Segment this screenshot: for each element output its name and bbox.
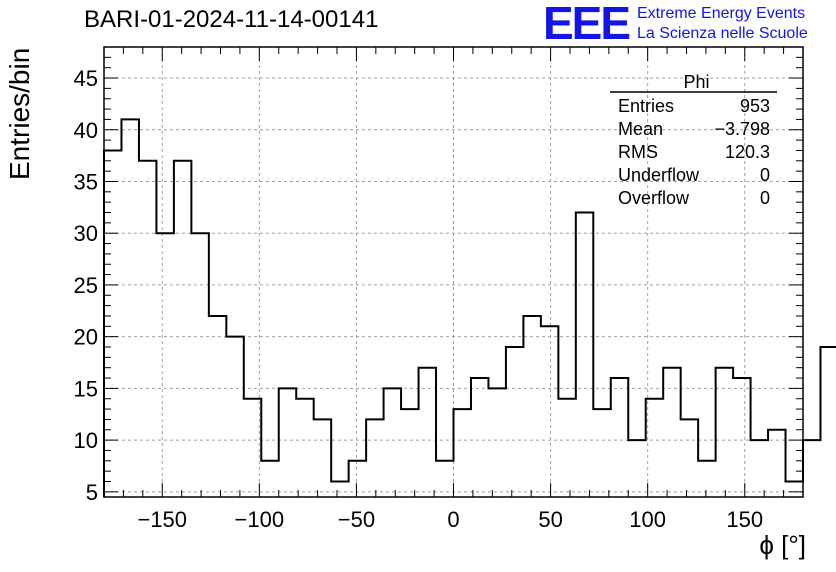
- histogram-bin: [296, 399, 313, 497]
- stats-row-label: Mean: [618, 119, 663, 139]
- stats-row-value: 0: [760, 165, 770, 185]
- chart-title: BARI-01-2024-11-14-00141: [84, 6, 379, 33]
- histogram-bin: [349, 461, 366, 497]
- stats-box-title: Phi: [683, 72, 709, 92]
- histogram-bin: [436, 461, 453, 497]
- histogram-line: [103, 118, 836, 497]
- histogram-bin: [471, 378, 488, 497]
- histogram-bin: [401, 409, 418, 497]
- histogram-bin: [820, 347, 836, 497]
- histogram-bin: [121, 119, 138, 497]
- histogram-bin: [366, 419, 383, 497]
- x-tick-label: −100: [235, 507, 285, 532]
- stats-row-value: −3.798: [714, 119, 770, 139]
- y-tick-label: 35: [74, 169, 98, 194]
- stats-row-value: 120.3: [725, 142, 770, 162]
- histogram-bin: [786, 481, 803, 497]
- x-tick-label: −50: [338, 507, 375, 532]
- eee-logo-mark: EEE: [543, 0, 631, 49]
- histogram-bin: [209, 316, 226, 497]
- logo-line-2: La Scienza nelle Scuole: [637, 25, 808, 42]
- histogram-bin: [419, 368, 436, 497]
- histogram-bin: [488, 388, 505, 497]
- histogram-bin: [576, 213, 593, 497]
- histogram-bin: [751, 440, 768, 497]
- y-tick-label: 5: [86, 480, 98, 505]
- x-tick-label: −150: [137, 507, 187, 532]
- histogram-bin: [733, 378, 750, 497]
- stats-row-value: 0: [760, 188, 770, 208]
- histogram-bin: [261, 461, 278, 497]
- histogram-bin: [139, 161, 156, 497]
- histogram-bin: [541, 326, 558, 497]
- histogram-bin: [681, 419, 698, 497]
- stats-row-label: Entries: [618, 96, 674, 116]
- x-axis-label: ϕ [°]: [759, 530, 806, 560]
- logo-line-1: Extreme Energy Events: [637, 5, 806, 22]
- histogram-bin: [454, 409, 471, 497]
- y-tick-label: 25: [74, 273, 98, 298]
- histogram-bin: [226, 337, 243, 497]
- histogram-bin: [628, 440, 645, 497]
- stats-row-value: 953: [740, 96, 770, 116]
- stats-row-label: Overflow: [618, 188, 690, 208]
- x-tick-label: 100: [629, 507, 666, 532]
- histogram-bin: [663, 368, 680, 497]
- histogram-bin: [523, 316, 540, 497]
- histogram-bin: [331, 481, 348, 497]
- histogram-bin: [279, 388, 296, 497]
- histogram-bin: [716, 368, 733, 497]
- histogram-bin: [174, 161, 191, 497]
- y-tick-label: 45: [74, 66, 98, 91]
- y-tick-label: 10: [74, 428, 98, 453]
- histogram-bin: [156, 233, 173, 497]
- y-tick-label: 30: [74, 221, 98, 246]
- x-tick-label: 150: [726, 507, 763, 532]
- histogram-bin: [244, 399, 261, 497]
- stats-row-label: Underflow: [618, 165, 700, 185]
- histogram-bin: [191, 233, 208, 497]
- histogram-bin: [593, 409, 610, 497]
- histogram-bin: [558, 399, 575, 497]
- stats-row-label: RMS: [618, 142, 658, 162]
- x-tick-label: 50: [538, 507, 562, 532]
- y-tick-label: 20: [74, 325, 98, 350]
- y-tick-label: 40: [74, 118, 98, 143]
- histogram-bin: [768, 430, 785, 497]
- y-tick-label: 15: [74, 376, 98, 401]
- histogram-bin: [384, 388, 401, 497]
- eee-logo-text: Extreme Energy Events La Scienza nelle S…: [637, 4, 808, 44]
- histogram-bin: [611, 378, 628, 497]
- histogram-bin: [803, 440, 820, 497]
- histogram-bin: [314, 419, 331, 497]
- histogram-bin: [698, 461, 715, 497]
- x-tick-label: 0: [447, 507, 459, 532]
- histogram-bin: [506, 347, 523, 497]
- histogram-bin: [646, 399, 663, 497]
